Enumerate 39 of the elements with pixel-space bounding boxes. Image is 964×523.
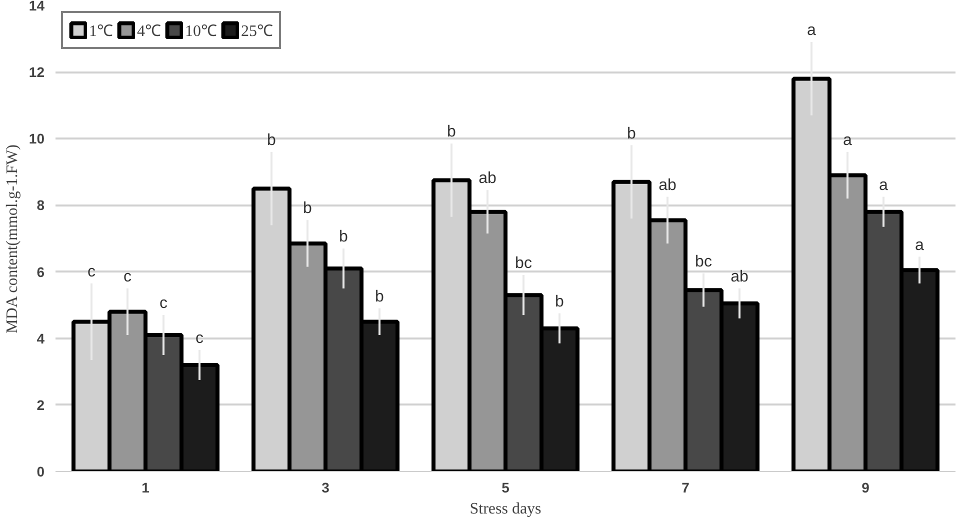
- annotation: c: [196, 330, 204, 348]
- legend-label: 1℃: [89, 22, 113, 41]
- legend-label: 4℃: [137, 22, 161, 41]
- annotation: b: [339, 228, 348, 246]
- annotation: a: [843, 132, 852, 149]
- x-tick-label: 1: [142, 480, 150, 496]
- y-tick-label: 8: [36, 197, 45, 214]
- annotation: b: [303, 200, 312, 218]
- annotation: b: [627, 125, 636, 142]
- y-tick-label: 6: [36, 264, 45, 280]
- y-tick-label: 14: [28, 0, 45, 14]
- annotation: c: [160, 295, 168, 312]
- annotation: b: [555, 293, 564, 310]
- annotation: b: [267, 132, 276, 149]
- y-axis-title: MDA content(mmol.g-1.FW): [4, 144, 21, 334]
- annotation: bc: [515, 255, 532, 272]
- annotation: ab: [730, 268, 748, 286]
- legend-label: 25℃: [241, 22, 273, 41]
- y-tick-label: 2: [36, 396, 45, 413]
- annotation: a: [915, 236, 924, 254]
- x-tick-label: 9: [862, 480, 870, 496]
- annotation: c: [124, 268, 132, 286]
- x-axis-title: Stress days: [470, 500, 542, 518]
- annotation: a: [807, 22, 816, 40]
- y-tick-label: 10: [28, 130, 45, 147]
- x-tick-label: 5: [502, 480, 510, 496]
- legend-label: 10℃: [185, 22, 217, 41]
- annotation: ab: [478, 170, 496, 188]
- annotation: a: [879, 176, 888, 194]
- y-tick-label: 0: [36, 464, 45, 480]
- annotation: ab: [658, 176, 676, 194]
- y-tick-label: 4: [36, 330, 45, 346]
- annotation: b: [447, 124, 456, 141]
- y-tick-label: 12: [28, 64, 45, 80]
- annotation: bc: [695, 253, 712, 270]
- annotation: b: [375, 288, 384, 306]
- x-tick-label: 7: [682, 480, 690, 496]
- annotation: c: [88, 263, 96, 280]
- x-tick-label: 3: [322, 480, 330, 496]
